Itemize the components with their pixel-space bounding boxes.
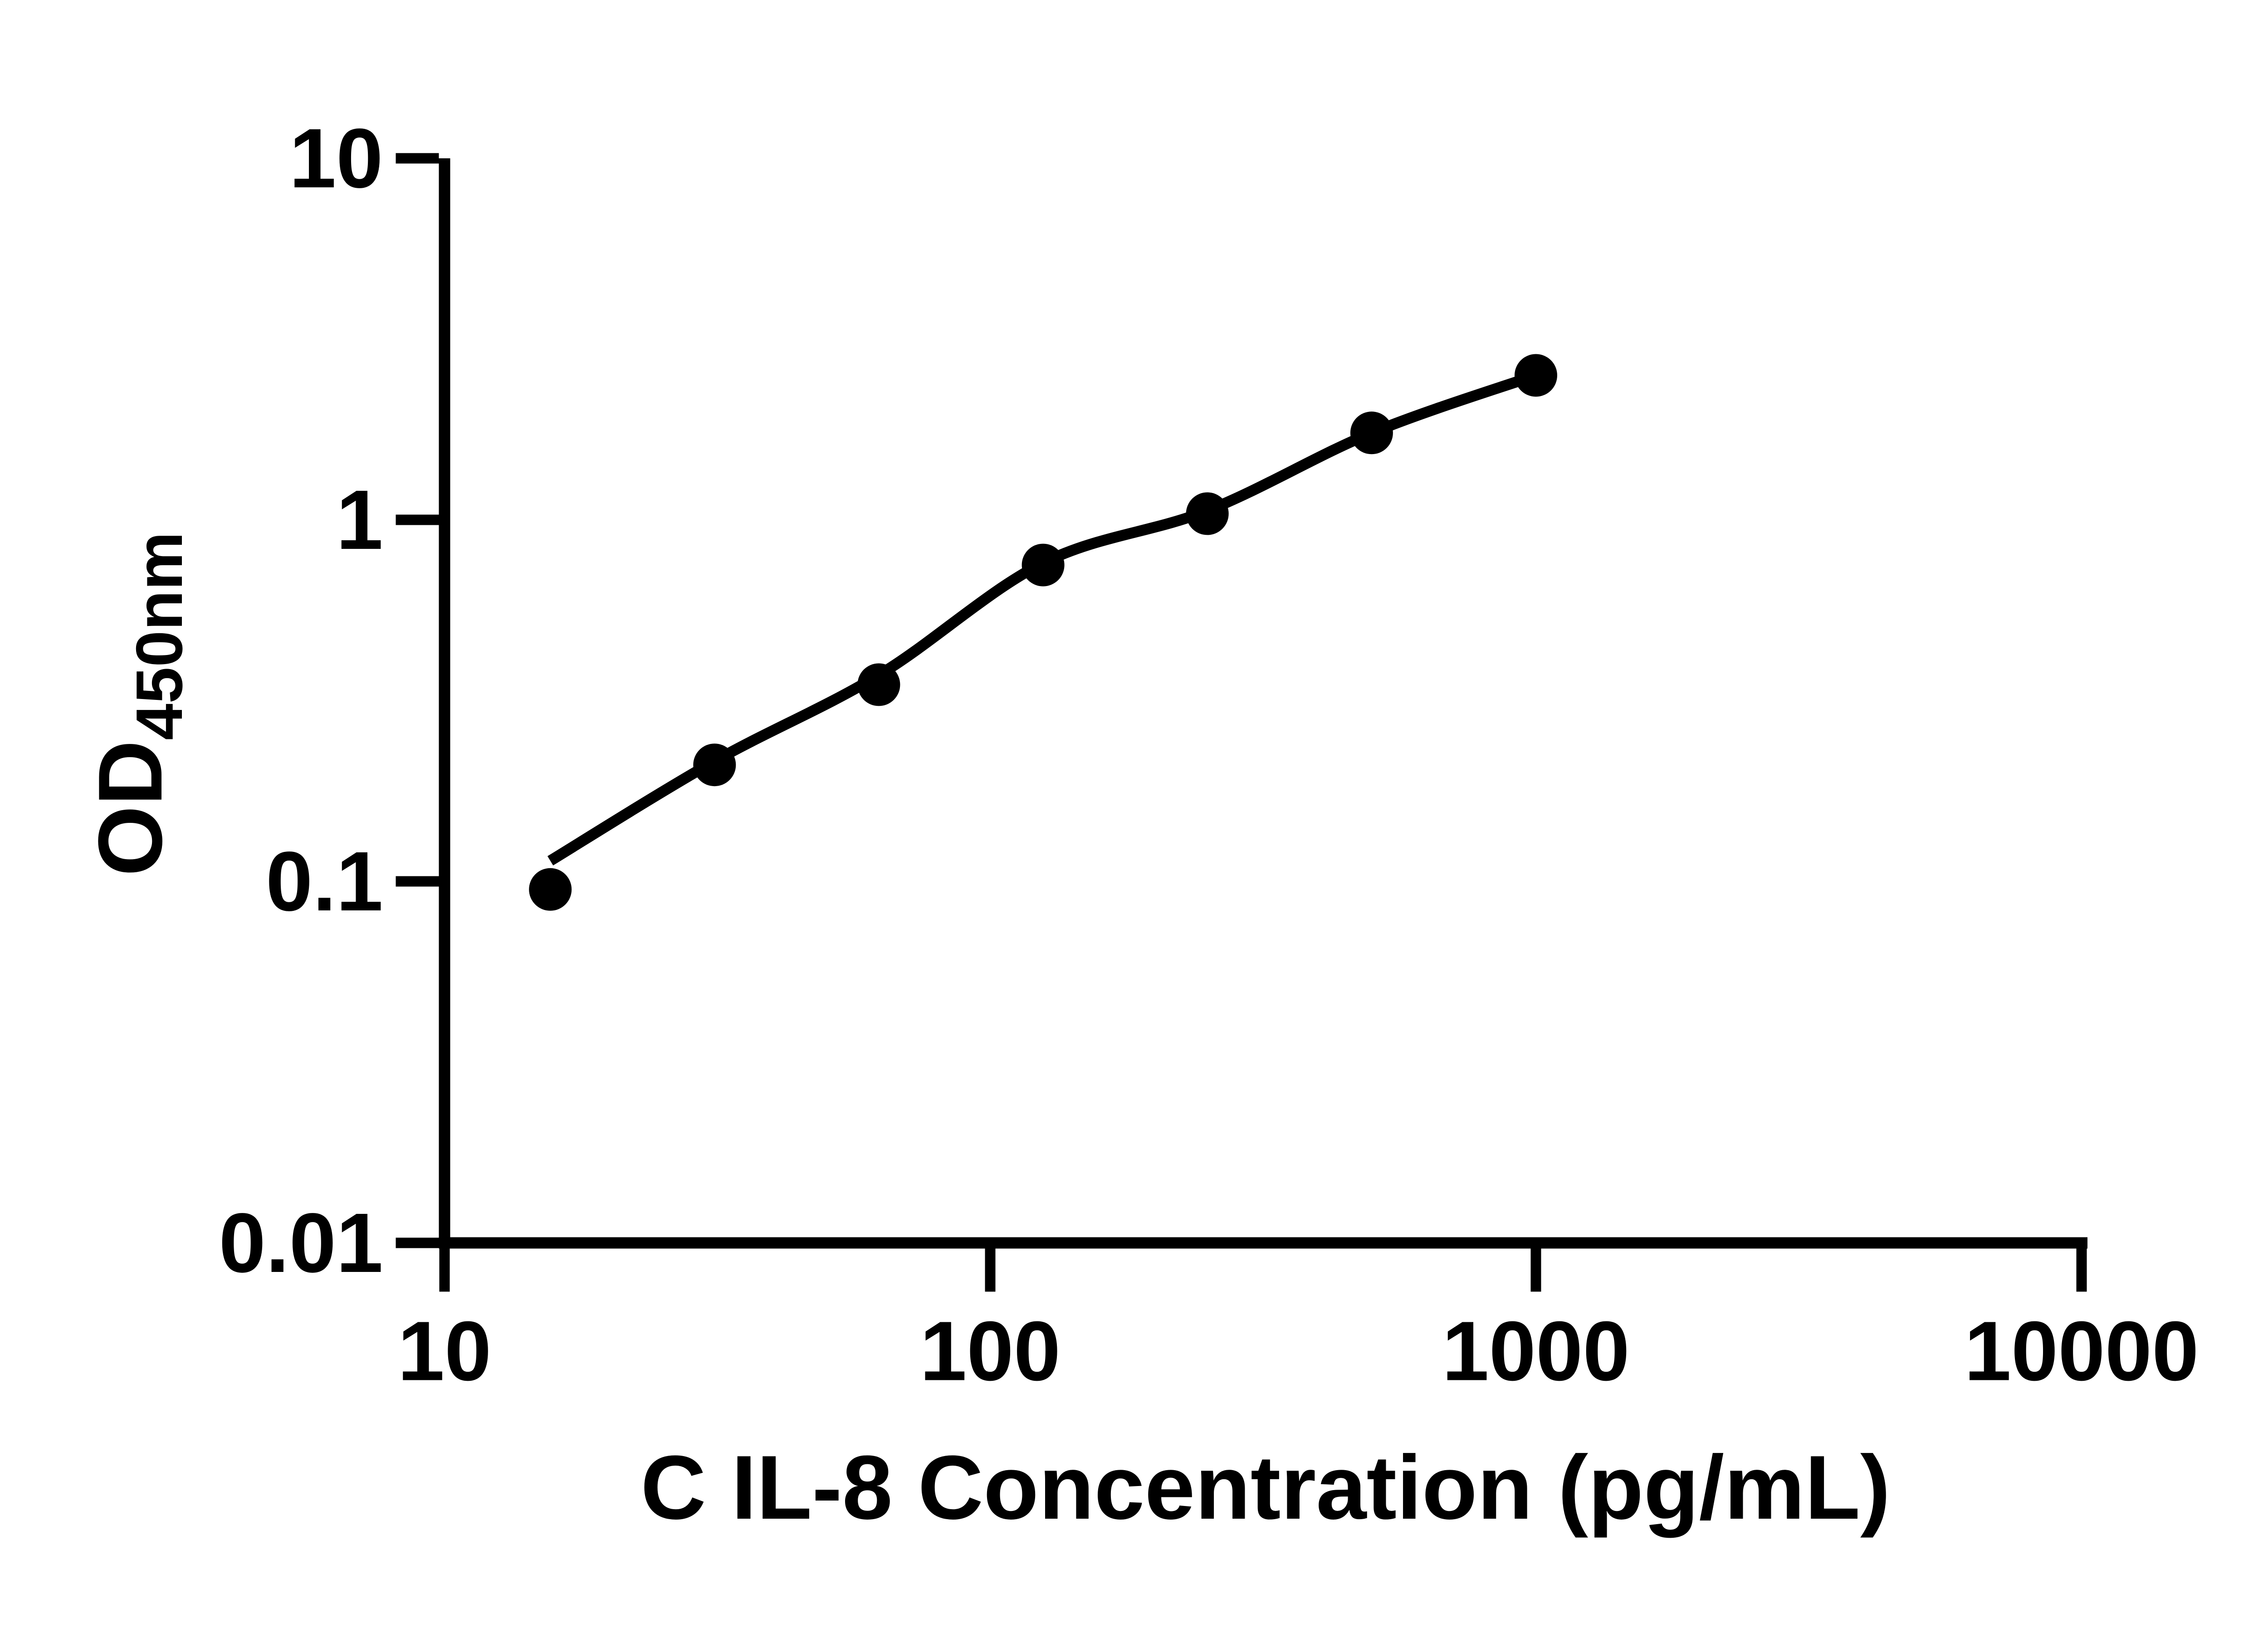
y-tick-label: 0.01 <box>219 1196 383 1290</box>
y-tick-label: 1 <box>336 473 383 567</box>
data-point <box>1186 492 1229 535</box>
axes-layer <box>396 153 2087 1292</box>
data-point <box>1350 411 1393 455</box>
y-tick-label: 10 <box>289 112 383 205</box>
data-point <box>1515 354 1557 397</box>
data-point <box>529 868 572 911</box>
y-axis-title-subscript: 450nm <box>122 532 196 740</box>
data-points-layer <box>529 354 1557 911</box>
fit-curve <box>547 370 1538 865</box>
data-point <box>1022 543 1065 587</box>
y-axis-title: OD450nm <box>80 532 196 876</box>
x-tick-label: 10000 <box>1964 1305 2199 1398</box>
data-point <box>693 743 736 787</box>
axis-spine <box>439 158 2087 1249</box>
x-tick-label: 10 <box>398 1305 492 1398</box>
data-point <box>857 663 900 706</box>
x-tick-label: 100 <box>920 1305 1061 1398</box>
x-tick-label: 1000 <box>1442 1305 1630 1398</box>
y-tick-label: 0.1 <box>266 835 383 929</box>
fit-curve-layer <box>547 370 1538 865</box>
y-axis-title-main: OD <box>80 740 181 876</box>
x-axis-title: C IL-8 Concentration (pg/mL) <box>640 1437 1890 1538</box>
